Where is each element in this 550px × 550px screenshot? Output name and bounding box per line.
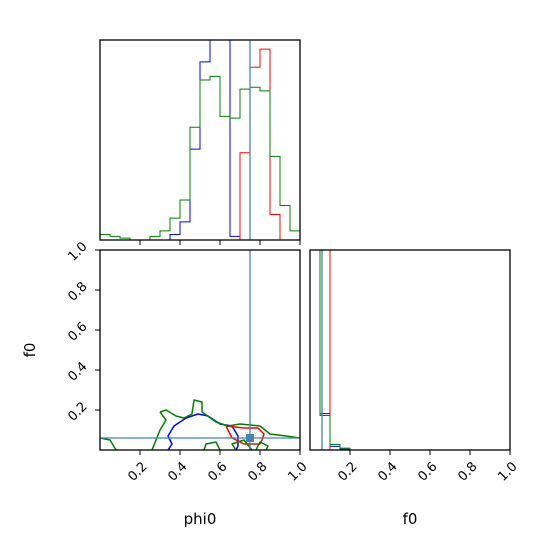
f0-hist-x-tick-label-3: 0.8: [455, 459, 480, 484]
contour-1: [225, 425, 265, 445]
f0-histogram-frame: [309, 249, 511, 451]
f0-hist-x-tick-label-2: 0.6: [415, 459, 440, 484]
phi0-hist-series-1-step: [100, 48, 300, 240]
contour-y-tick-label-4: 1.0: [65, 239, 90, 264]
x-axis-title-phi0: phi0: [184, 510, 217, 528]
contour-5: [203, 441, 221, 450]
contour-y-tick-label-3: 0.8: [65, 279, 90, 304]
contour-2: [159, 399, 300, 439]
contour-x-tick-label-3: 0.8: [245, 459, 270, 484]
f0-hist-x-tick-label-1: 0.4: [375, 459, 400, 484]
contour-x-tick-label-0: 0.2: [125, 459, 150, 484]
contour-x-tick-label-1: 0.4: [165, 459, 190, 484]
contour-y-tick-label-2: 0.6: [65, 319, 90, 344]
contour-frame: [99, 249, 301, 451]
contour-6: [231, 439, 253, 450]
contour-y-tick-label-0: 0.2: [65, 399, 90, 424]
contour-0: [167, 413, 239, 450]
f0-hist-series-1-step: [310, 250, 510, 450]
contour-7: [255, 441, 269, 450]
contour-4: [151, 411, 167, 450]
phi0-histogram-frame: [99, 39, 301, 241]
y-axis-title-f0: f0: [21, 343, 39, 358]
phi0-histogram-panel: [99, 39, 301, 245]
f0-hist-x-tick-label-4: 1.0: [495, 459, 520, 484]
contour-y-tick-label-1: 0.4: [65, 359, 90, 384]
f0-histogram-panel: 0.2 0.4 0.6 0.8 1.0: [309, 249, 521, 485]
f0-hist-series-0-step: [310, 250, 510, 450]
f0-hist-series-2-step: [310, 250, 510, 450]
x-axis-title-f0: f0: [403, 510, 418, 528]
f0-hist-x-tick-label-0: 0.2: [335, 459, 360, 484]
truth-marker: [246, 434, 254, 442]
f0-vs-phi0-contour-panel: 0.2 0.2 0.4 0.4 0.6 0.6 0.8 0.8 1.0 1.0: [65, 239, 310, 484]
contour-x-tick-label-2: 0.6: [205, 459, 230, 484]
contour-3: [100, 437, 117, 450]
contour-x-tick-label-4: 1.0: [285, 459, 310, 484]
